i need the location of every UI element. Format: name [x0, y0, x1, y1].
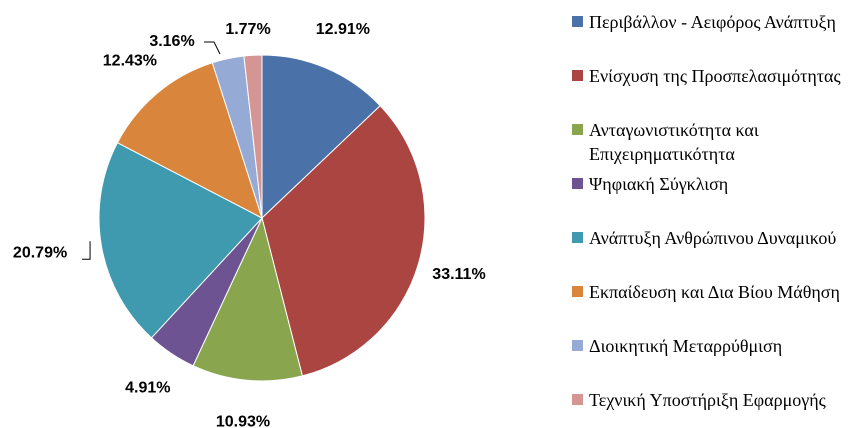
- pie-slice: [192, 216, 303, 382]
- data-label: 1.77%: [225, 21, 270, 38]
- legend-entry: Ανάπτυξη Ανθρώπινου Δυναμικού: [572, 226, 852, 250]
- legend-swatch: [572, 70, 583, 81]
- data-label: 3.16%: [149, 33, 194, 50]
- data-label: 10.93%: [216, 413, 270, 428]
- data-label: 12.91%: [316, 21, 370, 38]
- pie-slice: [116, 62, 263, 220]
- pie-slice: [261, 105, 426, 377]
- legend-entry: Ενίσχυση της Προσπελασιμότητας: [572, 64, 852, 88]
- legend-entry: Ανταγωνιστικότητα και Επιχειρηματικότητα: [572, 118, 852, 166]
- pie-area: 12.91% 33.11% 10.93% 4.91% 20.79% 12.43% 3.16%…: [13, 21, 486, 428]
- legend-entry: Περιβάλλον - Αειφόρος Ανάπτυξη: [572, 10, 852, 34]
- legend-swatch: [572, 178, 583, 189]
- data-label: 12.43%: [103, 52, 157, 69]
- pie-slice: [98, 142, 263, 339]
- legend-entry: Τεχνική Υποστήριξη Εφαρμογής: [572, 388, 852, 412]
- pie-slice: [261, 54, 381, 220]
- legend-label: Τεχνική Υποστήριξη Εφαρμογής: [589, 390, 826, 410]
- legend-label: Ανάπτυξη Ανθρώπινου Δυναμικού: [589, 228, 837, 248]
- legend-label: Διοικητική Μεταρρύθμιση: [589, 336, 783, 356]
- legend-label: Εκπαίδευση και Δια Βίου Μάθηση: [589, 282, 840, 302]
- legend-entry: Εκπαίδευση και Δια Βίου Μάθηση: [572, 280, 852, 304]
- legend-swatch: [572, 286, 583, 297]
- legend-label: Ψηφιακή Σύγκλιση: [589, 174, 729, 194]
- legend-label: Ανταγωνιστικότητα και Επιχειρηματικότητα: [589, 120, 759, 164]
- legend-swatch: [572, 124, 583, 135]
- legend-swatch: [572, 232, 583, 243]
- leader-line: [204, 41, 221, 55]
- data-label: 4.91%: [125, 379, 170, 396]
- legend-swatch: [572, 16, 583, 27]
- legend-label: Περιβάλλον - Αειφόρος Ανάπτυξη: [589, 12, 836, 32]
- leader-line: [82, 241, 91, 260]
- legend-swatch: [572, 340, 583, 351]
- legend-swatch: [572, 394, 583, 405]
- data-label: 20.79%: [13, 244, 67, 261]
- pie-slice: [243, 54, 263, 219]
- data-label: 33.11%: [432, 266, 485, 283]
- legend-entry: Διοικητική Μεταρρύθμιση: [572, 334, 852, 358]
- legend-entry: Ψηφιακή Σύγκλιση: [572, 172, 852, 196]
- legend-label: Ενίσχυση της Προσπελασιμότητας: [589, 66, 841, 86]
